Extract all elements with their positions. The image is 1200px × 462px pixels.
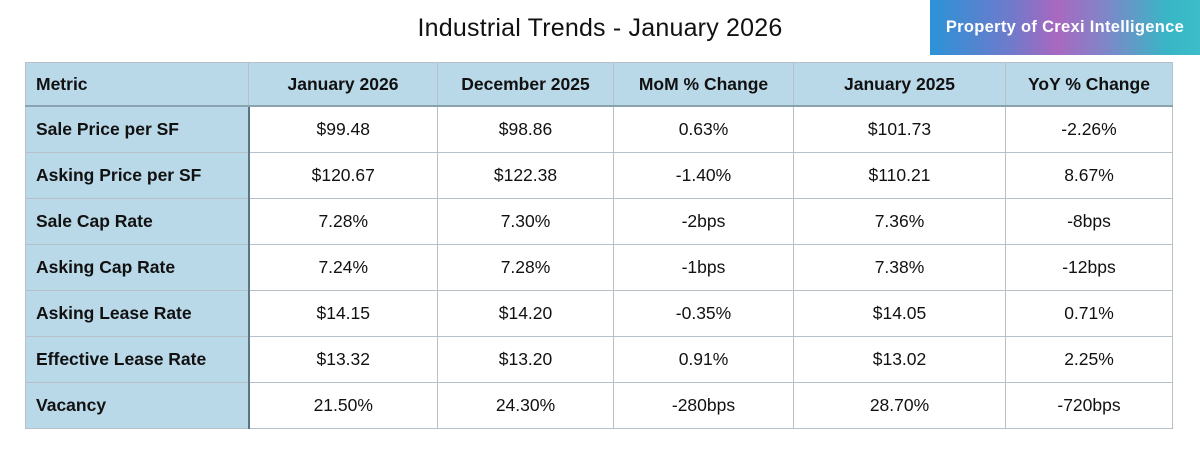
table-cell: -12bps [1005, 244, 1173, 291]
table-cell: $101.73 [793, 105, 1006, 153]
row-header-cell: Asking Price per SF [25, 152, 250, 199]
table-cell: $120.67 [248, 152, 438, 199]
table-cell: 7.36% [793, 198, 1006, 245]
column-header-january-2025: January 2025 [793, 62, 1006, 107]
column-header-yoy-change: YoY % Change [1005, 62, 1173, 107]
row-header-cell: Effective Lease Rate [25, 336, 250, 383]
table-cell: $110.21 [793, 152, 1006, 199]
table-cell: 0.91% [613, 336, 794, 383]
table-row: Sale Cap Rate 7.28% 7.30% -2bps 7.36% -8… [25, 198, 1173, 245]
table-cell: $99.48 [248, 105, 438, 153]
table-cell: $13.32 [248, 336, 438, 383]
table-cell: $14.05 [793, 290, 1006, 337]
table-cell: -8bps [1005, 198, 1173, 245]
table-cell: 7.24% [248, 244, 438, 291]
column-header-mom-change: MoM % Change [613, 62, 794, 107]
table-cell: $14.15 [248, 290, 438, 337]
table-cell: 7.30% [437, 198, 614, 245]
table-cell: -1bps [613, 244, 794, 291]
table-row: Effective Lease Rate $13.32 $13.20 0.91%… [25, 336, 1173, 383]
table-cell: 7.28% [437, 244, 614, 291]
trends-table: Metric January 2026 December 2025 MoM % … [25, 62, 1173, 429]
row-header-cell: Asking Lease Rate [25, 290, 250, 337]
table-cell: -1.40% [613, 152, 794, 199]
table-cell: $13.20 [437, 336, 614, 383]
table-cell: 7.38% [793, 244, 1006, 291]
table-row: Asking Price per SF $120.67 $122.38 -1.4… [25, 152, 1173, 199]
table-cell: 24.30% [437, 382, 614, 429]
table-cell: -720bps [1005, 382, 1173, 429]
table-cell: 8.67% [1005, 152, 1173, 199]
row-header-cell: Sale Cap Rate [25, 198, 250, 245]
column-header-december-2025: December 2025 [437, 62, 614, 107]
table-cell: 7.28% [248, 198, 438, 245]
column-header-january-2026: January 2026 [248, 62, 438, 107]
table-cell: $98.86 [437, 105, 614, 153]
table-cell: 21.50% [248, 382, 438, 429]
row-header-cell: Asking Cap Rate [25, 244, 250, 291]
table-cell: $13.02 [793, 336, 1006, 383]
table-row: Asking Cap Rate 7.24% 7.28% -1bps 7.38% … [25, 244, 1173, 291]
table-row: Asking Lease Rate $14.15 $14.20 -0.35% $… [25, 290, 1173, 337]
table-cell: -280bps [613, 382, 794, 429]
property-badge: Property of Crexi Intelligence [930, 0, 1200, 55]
page-title: Industrial Trends - January 2026 [417, 14, 783, 42]
table-cell: 0.63% [613, 105, 794, 153]
table-cell: $14.20 [437, 290, 614, 337]
row-header-cell: Vacancy [25, 382, 250, 429]
table-cell: 28.70% [793, 382, 1006, 429]
table-row: Sale Price per SF $99.48 $98.86 0.63% $1… [25, 105, 1173, 153]
table-cell: 0.71% [1005, 290, 1173, 337]
table-cell: -0.35% [613, 290, 794, 337]
table-cell: -2bps [613, 198, 794, 245]
table-cell: -2.26% [1005, 105, 1173, 153]
property-badge-label: Property of Crexi Intelligence [945, 18, 1185, 36]
table-row: Vacancy 21.50% 24.30% -280bps 28.70% -72… [25, 382, 1173, 429]
table-cell: $122.38 [437, 152, 614, 199]
header-row: Metric January 2026 December 2025 MoM % … [25, 62, 1173, 107]
column-header-metric: Metric [25, 62, 249, 107]
row-header-cell: Sale Price per SF [25, 105, 250, 153]
table-cell: 2.25% [1005, 336, 1173, 383]
